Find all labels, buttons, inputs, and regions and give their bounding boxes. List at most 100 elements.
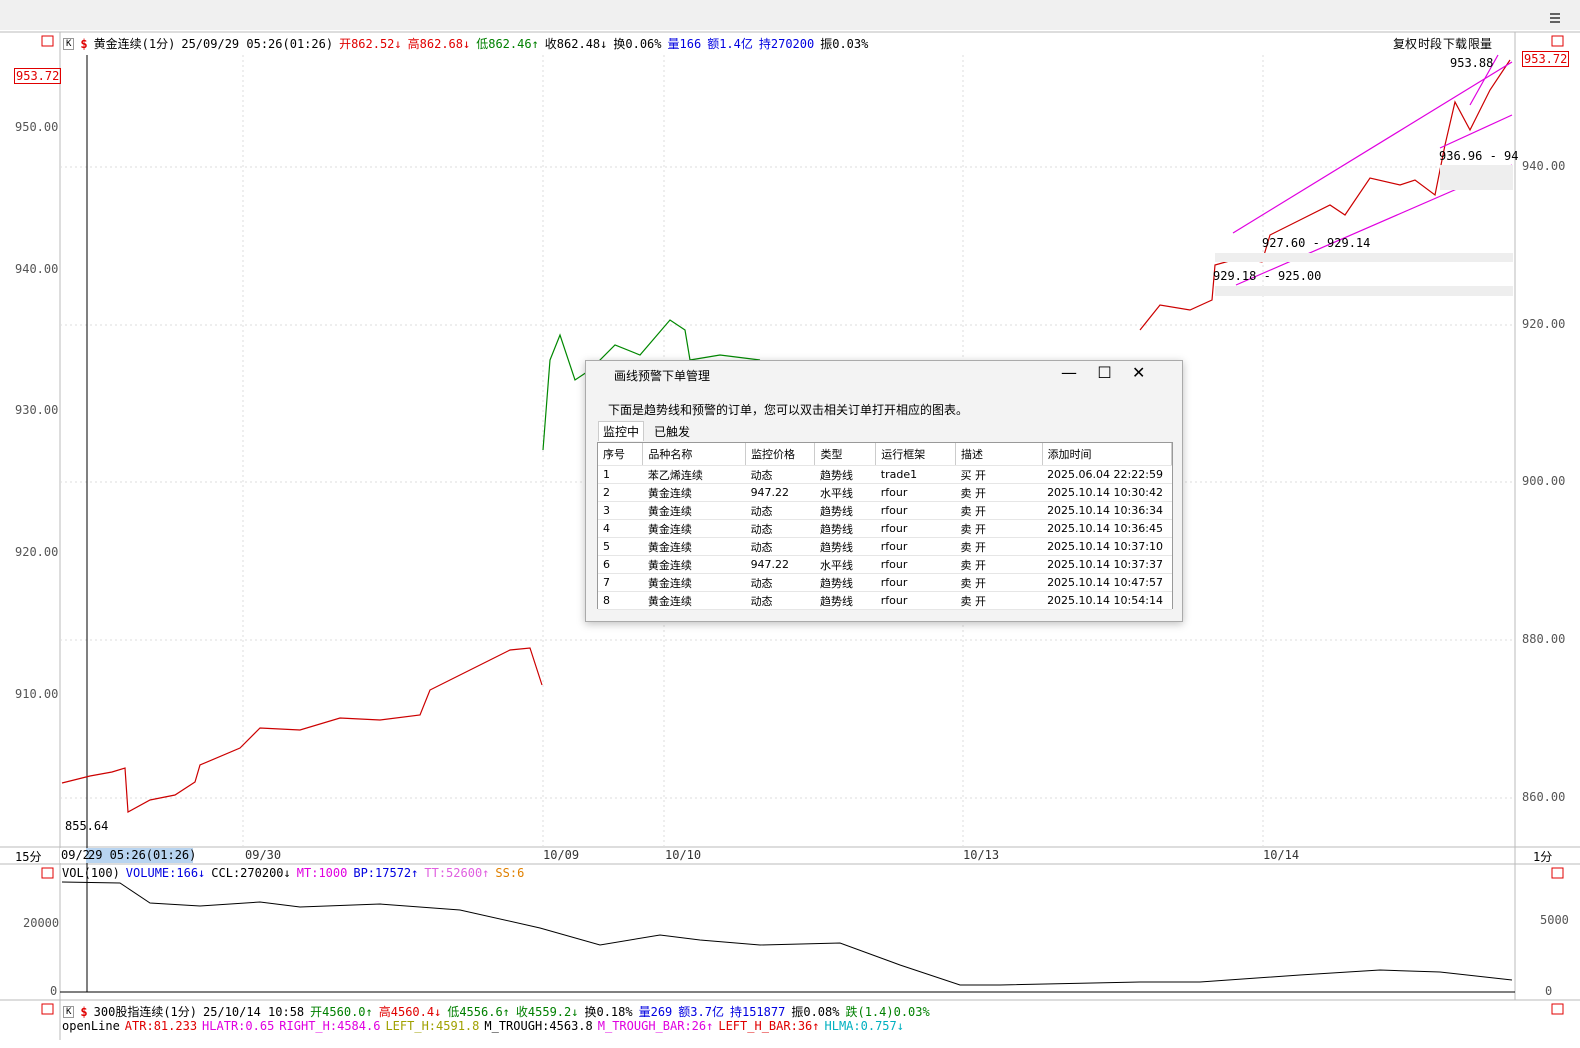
table-cell: 2: [598, 483, 643, 502]
table-cell: rfour: [875, 591, 956, 610]
info-field: BP:17572↑: [353, 866, 419, 880]
table-cell: 卖 开: [955, 555, 1043, 574]
table-cell: 趋势线: [814, 501, 876, 520]
table-cell: 6: [598, 555, 643, 574]
table-cell: rfour: [875, 573, 956, 592]
table-cell: rfour: [875, 501, 956, 520]
table-cell: 动态: [745, 501, 815, 520]
dialog-description: 下面是趋势线和预警的订单，您可以双击相关订单打开相应的图表。: [608, 403, 969, 417]
table-cell: 卖 开: [955, 519, 1043, 538]
table-cell: 947.22: [745, 555, 815, 574]
axis-label: 09/2: [61, 848, 90, 862]
info-field: 量166: [667, 37, 702, 51]
table-cell: 动态: [745, 591, 815, 610]
table-cell: 黄金连续: [642, 591, 746, 610]
axis-label: 936.96 - 94: [1439, 149, 1519, 163]
info-field: VOLUME:166↓: [125, 866, 206, 880]
table-cell: 2025.06.04 22:22:59: [1042, 465, 1172, 484]
table-cell: 黄金连续: [642, 483, 746, 502]
info-field: LEFT_H:4591.8: [385, 1019, 480, 1033]
table-cell: 2025.10.14 10:36:34: [1042, 501, 1172, 520]
axis-label: 855.64: [65, 819, 109, 833]
header-row: 序号 品种名称 监控价格 类型 运行框架 描述 添加时间: [598, 443, 1173, 466]
table-cell: 动态: [745, 537, 815, 556]
table-row[interactable]: 5 黄金连续 动态 趋势线 rfour 卖 开 2025.10.14 10:37:10: [598, 537, 1172, 556]
dialog: 画线预警下单管理 — ☐ ✕ 下面是趋势线和预警的订单，您可以双击相关订单打开相…: [585, 360, 1183, 622]
info-field: M_TROUGH_BAR:26↑: [597, 1019, 714, 1033]
info-field: 振0.03%: [820, 37, 869, 51]
table-cell: 2025.10.14 10:54:14: [1042, 591, 1172, 610]
column-header: 序号: [598, 443, 644, 466]
indicator-bar: openLine ATR:81.233 HLATR:0.65 RIGHT_H:4584…: [62, 1019, 904, 1033]
tab[interactable]: 已触发: [654, 424, 691, 439]
table-cell: 2025.10.14 10:36:45: [1042, 519, 1172, 538]
window-controls[interactable]: — ☐ ✕: [1061, 363, 1146, 382]
table-row[interactable]: 8 黄金连续 动态 趋势线 rfour 卖 开 2025.10.14 10:54:14: [598, 591, 1172, 610]
info-field: 额1.4亿: [707, 37, 753, 51]
table-cell: 卖 开: [955, 483, 1043, 502]
table-cell: 卖 开: [955, 537, 1043, 556]
info-field: 黄金连续(1分): [93, 37, 176, 51]
table-row[interactable]: 7 黄金连续 动态 趋势线 rfour 卖 开 2025.10.14 10:47:57: [598, 573, 1172, 592]
axis-label: 29 05:26(01:26): [88, 848, 197, 862]
axis-label: 10/14: [1263, 848, 1300, 862]
k-button[interactable]: K: [63, 37, 75, 50]
info-field: HLATR:0.65: [202, 1019, 275, 1033]
info-field: LEFT_H_BAR:36↑: [718, 1019, 820, 1033]
info-field: 收862.48↓: [544, 37, 608, 51]
axis-label: 1分: [1533, 850, 1553, 864]
table-cell: 水平线: [814, 555, 876, 574]
tool-button[interactable]: 时段: [1418, 37, 1443, 51]
axis-label: 10/09: [543, 848, 580, 862]
table-row[interactable]: 3 黄金连续 动态 趋势线 rfour 卖 开 2025.10.14 10:36:34: [598, 501, 1172, 520]
info-field: VOL(100): [62, 866, 120, 880]
orders-table: 序号 品种名称 监控价格 类型 运行框架 描述 添加时间 1 苯乙烯连续 动态 趋势线 trade1 买…: [598, 443, 1173, 610]
table-row[interactable]: 4 黄金连续 动态 趋势线 rfour 卖 开 2025.10.14 10:36:45: [598, 519, 1172, 538]
tab[interactable]: 监控中: [598, 421, 645, 441]
info-field: 开862.52↓: [339, 37, 402, 51]
table-cell: 1: [598, 465, 643, 484]
axis-label: 950.00: [15, 120, 59, 134]
tabs: 监控中 已触发: [598, 421, 694, 441]
axis-label: 940.00: [1522, 159, 1566, 173]
info-field: 高4560.4↓: [378, 1005, 442, 1019]
dialog-title: 画线预警下单管理: [614, 369, 711, 383]
tool-button[interactable]: 限量: [1468, 37, 1493, 51]
axis-label: 953.88: [1450, 56, 1494, 70]
tool-button[interactable]: 下载: [1443, 37, 1468, 51]
table-cell: 黄金连续: [642, 555, 746, 574]
info-field: SS:6: [495, 866, 525, 880]
table-box: 序号 品种名称 监控价格 类型 运行框架 描述 添加时间 1 苯乙烯连续 动态 趋势线 trade1 买…: [597, 442, 1173, 610]
info-field: 持151877: [729, 1005, 786, 1019]
table-cell: 趋势线: [814, 591, 876, 610]
table-cell: 趋势线: [814, 465, 876, 484]
axis-label: 927.60 - 929.14: [1262, 236, 1371, 250]
table-cell: 8: [598, 591, 643, 610]
info-field: 跌(1.4)0.03%: [845, 1005, 930, 1019]
table-row[interactable]: 1 苯乙烯连续 动态 趋势线 trade1 买 开 2025.06.04 22:22:59: [598, 465, 1172, 484]
table-cell: rfour: [875, 537, 956, 556]
table-cell: rfour: [875, 555, 956, 574]
axis-label: 0: [1545, 984, 1553, 998]
table-cell: 卖 开: [955, 573, 1043, 592]
table-cell: 黄金连续: [642, 519, 746, 538]
info-field: 高862.68↓: [407, 37, 471, 51]
axis-label: 900.00: [1522, 474, 1566, 488]
table-cell: 947.22: [745, 483, 815, 502]
table-cell: 3: [598, 501, 643, 520]
k-button[interactable]: K: [63, 1005, 75, 1018]
table-row[interactable]: 6 黄金连续 947.22 水平线 rfour 卖 开 2025.10.14 10:37:3…: [598, 555, 1172, 574]
info-field: 量269: [638, 1005, 673, 1019]
table-cell: 动态: [745, 465, 815, 484]
axis-label: 930.00: [15, 403, 59, 417]
tool-button[interactable]: 复权: [1393, 37, 1418, 51]
axis-label: 920.00: [15, 545, 59, 559]
table-cell: 动态: [745, 519, 815, 538]
table-cell: 4: [598, 519, 643, 538]
table-row[interactable]: 2 黄金连续 947.22 水平线 rfour 卖 开 2025.10.14 10:30:4…: [598, 483, 1172, 502]
axis-label: 0: [50, 984, 58, 998]
toolbar: 复权 时段 下载 限量: [1393, 35, 1492, 52]
info-field: 25/09/29 05:26(01:26): [181, 36, 334, 51]
info-field: 低4556.6↑: [447, 1005, 510, 1019]
